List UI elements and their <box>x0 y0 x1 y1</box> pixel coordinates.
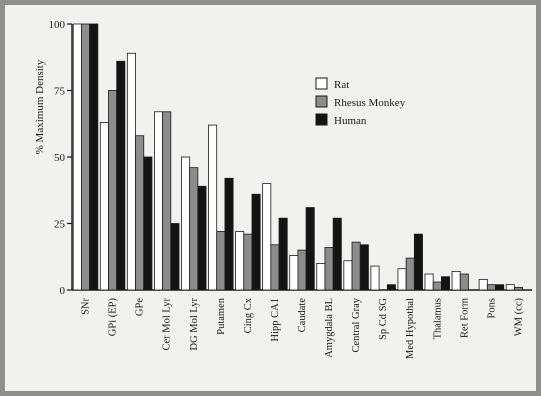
bar-human-sp-cd-sg <box>386 284 396 291</box>
bar-rat-wm-cc <box>505 284 515 291</box>
y-tick-label-75: 75 <box>54 86 66 98</box>
x-tick-label-central-gray: Central Gray <box>351 297 362 352</box>
legend-label-rhesus-monkey: Rhesus Monkey <box>334 97 406 109</box>
bar-human-cing-cx <box>251 193 261 291</box>
legend-swatch-human <box>315 113 328 126</box>
bar-human-med-hypothal <box>413 233 423 291</box>
bar-rat-ret-form <box>451 270 461 291</box>
x-tick-label-gpe: GPe <box>135 298 146 316</box>
bar-rhesus-monkey-gpi-ep <box>108 90 118 291</box>
legend: Rat Rhesus Monkey Human <box>315 77 406 127</box>
legend-label-human: Human <box>334 115 367 127</box>
bar-rhesus-monkey-med-hypothal <box>405 257 415 291</box>
legend-swatch-rat <box>315 77 328 90</box>
x-tick-label-sp-cd-sg: Sp Cd SG <box>378 298 389 340</box>
bar-rhesus-monkey-dg-mol-lyr <box>189 167 199 291</box>
bar-rat-snr <box>72 23 82 291</box>
bar-human-central-gray <box>359 244 369 291</box>
bar-human-thalamus <box>440 276 450 291</box>
bars-group <box>72 23 523 291</box>
bar-rat-sp-cd-sg <box>370 265 380 291</box>
x-tick-label-dg-mol-lyr: DG Mol Lyr <box>189 297 200 350</box>
bar-rhesus-monkey-hipp-ca1 <box>270 244 280 291</box>
bar-rat-gpe <box>126 52 136 291</box>
bar-rhesus-monkey-putamen <box>216 231 226 291</box>
bar-rat-hipp-ca1 <box>262 183 272 291</box>
bar-rhesus-monkey-gpe <box>135 135 145 291</box>
bar-human-pons <box>495 284 505 291</box>
y-axis-label: % Maximum Density <box>34 59 46 154</box>
bar-rhesus-monkey-caudate <box>297 249 307 291</box>
x-tick-label-putamen: Putamen <box>216 297 227 334</box>
bar-rhesus-monkey-cing-cx <box>243 233 253 291</box>
bar-human-cer-mol-lyr <box>170 223 180 291</box>
bar-rat-gpi-ep <box>99 122 109 291</box>
bar-rat-dg-mol-lyr <box>181 156 191 291</box>
bar-human-dg-mol-lyr <box>197 185 207 291</box>
bar-rat-med-hypothal <box>397 268 407 291</box>
bar-rat-pons <box>478 278 488 291</box>
bar-rat-putamen <box>208 124 218 291</box>
x-tick-labels: SNr GPi (EP) GPe Cer Mol Lyr DG Mol Lyr Putam… <box>81 297 525 359</box>
bar-rhesus-monkey-central-gray <box>351 241 361 291</box>
bar-rat-central-gray <box>343 260 353 291</box>
bar-rat-cer-mol-lyr <box>154 111 164 291</box>
y-tick-label-0: 0 <box>60 285 66 297</box>
bar-rat-amygdala-bl <box>316 262 326 291</box>
bar-human-amygdala-bl <box>332 217 342 291</box>
bar-rhesus-monkey-cer-mol-lyr <box>162 111 172 291</box>
x-tick-label-ret-form: Ret Form <box>459 298 470 338</box>
bar-human-hipp-ca1 <box>278 217 288 291</box>
bar-rhesus-monkey-pons <box>486 284 496 291</box>
bar-rat-thalamus <box>424 273 434 291</box>
legend-swatch-rhesus-monkey <box>315 95 328 108</box>
x-tick-label-amygdala-bl: Amygdala BL <box>324 298 335 358</box>
y-tick-label-25: 25 <box>54 219 66 231</box>
x-tick-label-cer-mol-lyr: Cer Mol Lyr <box>162 298 173 351</box>
x-tick-label-med-hypothal: Med Hypothal <box>405 298 416 359</box>
legend-label-rat: Rat <box>334 79 349 91</box>
bar-human-caudate <box>305 207 315 291</box>
bar-human-gpe <box>143 156 153 291</box>
x-tick-label-gpi-ep: GPi (EP) <box>108 298 119 337</box>
x-tick-label-thalamus: Thalamus <box>432 298 443 339</box>
x-tick-label-pons: Pons <box>486 298 497 318</box>
x-tick-label-snr: SNr <box>81 297 92 314</box>
bar-rhesus-monkey-wm-cc <box>513 286 523 291</box>
x-tick-label-hipp-ca1: Hipp CA1 <box>270 298 281 341</box>
bar-human-gpi-ep <box>116 60 126 291</box>
bar-rhesus-monkey-amygdala-bl <box>324 247 334 291</box>
bar-rhesus-monkey-ret-form <box>459 273 469 291</box>
y-tick-label-100: 100 <box>49 19 66 31</box>
bar-human-snr <box>89 23 99 291</box>
bar-rhesus-monkey-snr <box>81 23 91 291</box>
bar-rat-cing-cx <box>235 231 245 291</box>
bar-rat-caudate <box>289 255 299 291</box>
x-tick-label-caudate: Caudate <box>297 298 308 333</box>
bar-human-putamen <box>224 177 234 291</box>
bar-rhesus-monkey-thalamus <box>432 281 442 291</box>
y-tick-label-50: 50 <box>54 152 66 164</box>
x-tick-label-cing-cx: Cing Cx <box>243 297 254 333</box>
x-tick-label-wm-cc: WM (cc) <box>514 297 525 336</box>
